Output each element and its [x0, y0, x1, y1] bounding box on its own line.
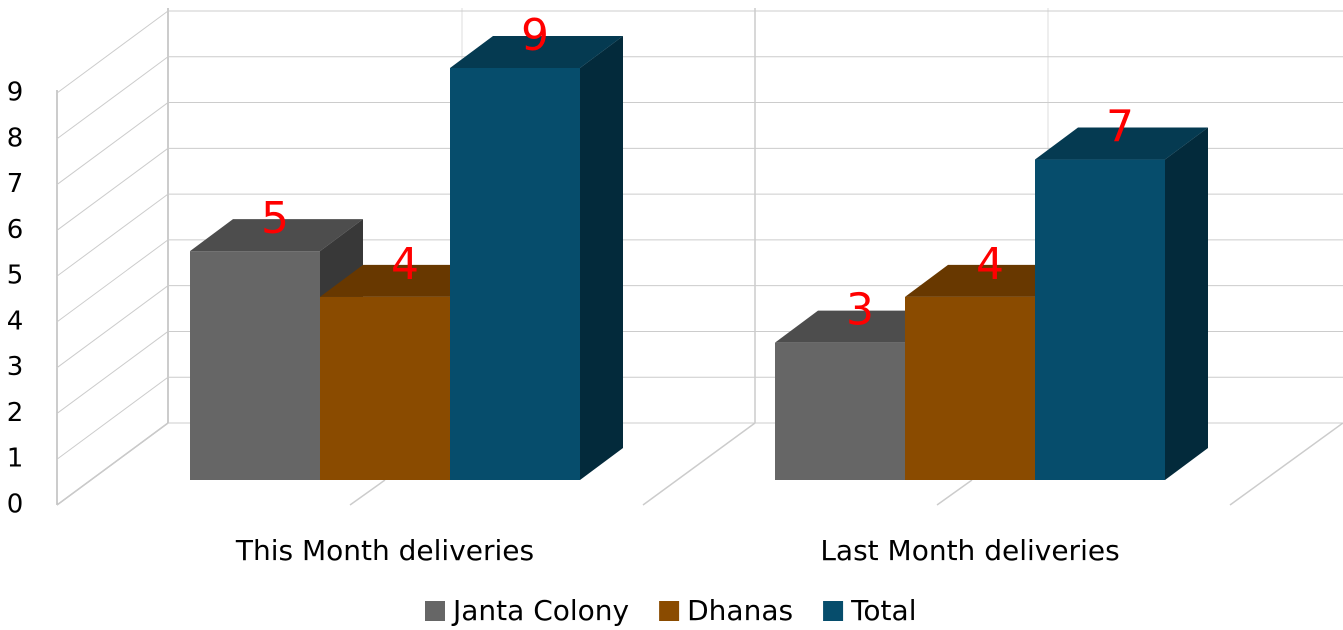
bar-top: [450, 36, 623, 68]
bar-top: [775, 310, 948, 343]
grid-line: [56, 331, 169, 414]
grid-line: [56, 285, 169, 369]
legend-swatch: [823, 601, 844, 621]
bar-top: [190, 219, 363, 252]
x-tick-label: This Month deliveries: [235, 534, 534, 567]
bar-front: [450, 68, 580, 480]
bar-side: [1165, 127, 1208, 481]
grid-line: [56, 193, 169, 277]
y-tick-label: 2: [7, 398, 24, 428]
grid-line: [56, 239, 169, 323]
bar-front: [1035, 159, 1165, 481]
y-tick-label: 9: [7, 78, 24, 108]
data-label: 4: [391, 239, 419, 290]
bar-front: [190, 251, 320, 480]
grid-line: [56, 422, 169, 506]
bar-top: [905, 264, 1078, 297]
bar: [450, 36, 623, 480]
x-tick-label: Last Month deliveries: [820, 534, 1119, 567]
legend-swatch: [659, 601, 680, 621]
grid-line: [56, 10, 169, 94]
legend-label: Total: [850, 594, 916, 627]
data-label: 5: [261, 193, 289, 244]
y-tick-label: 0: [7, 490, 24, 520]
bar-top: [1035, 127, 1208, 160]
data-label: 9: [521, 10, 549, 61]
y-tick-label: 1: [7, 444, 24, 474]
legend-swatch: [425, 601, 445, 621]
data-label: 3: [846, 285, 874, 336]
grid-line: [56, 102, 169, 185]
legend-label: Dhanas: [687, 594, 793, 627]
bar-front: [905, 296, 1035, 480]
grid-line: [56, 376, 169, 460]
y-tick-label: 8: [7, 123, 24, 153]
bar: [1035, 127, 1208, 481]
data-label: 4: [976, 239, 1004, 290]
grid-line: [56, 147, 169, 231]
y-tick-label: 3: [7, 352, 24, 382]
y-tick-label: 4: [7, 306, 24, 336]
legend-label: Janta Colony: [451, 594, 629, 627]
data-label: 7: [1106, 102, 1134, 153]
bar-side: [580, 36, 623, 480]
y-tick-label: 5: [7, 261, 24, 291]
bar-front: [320, 296, 450, 480]
y-tick-label: 6: [7, 215, 24, 245]
bar-front: [775, 342, 905, 480]
grid-line: [56, 56, 169, 140]
y-tick-label: 7: [7, 169, 24, 199]
bar-top: [320, 264, 493, 297]
